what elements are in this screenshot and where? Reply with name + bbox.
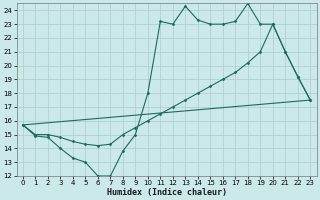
X-axis label: Humidex (Indice chaleur): Humidex (Indice chaleur): [107, 188, 227, 197]
